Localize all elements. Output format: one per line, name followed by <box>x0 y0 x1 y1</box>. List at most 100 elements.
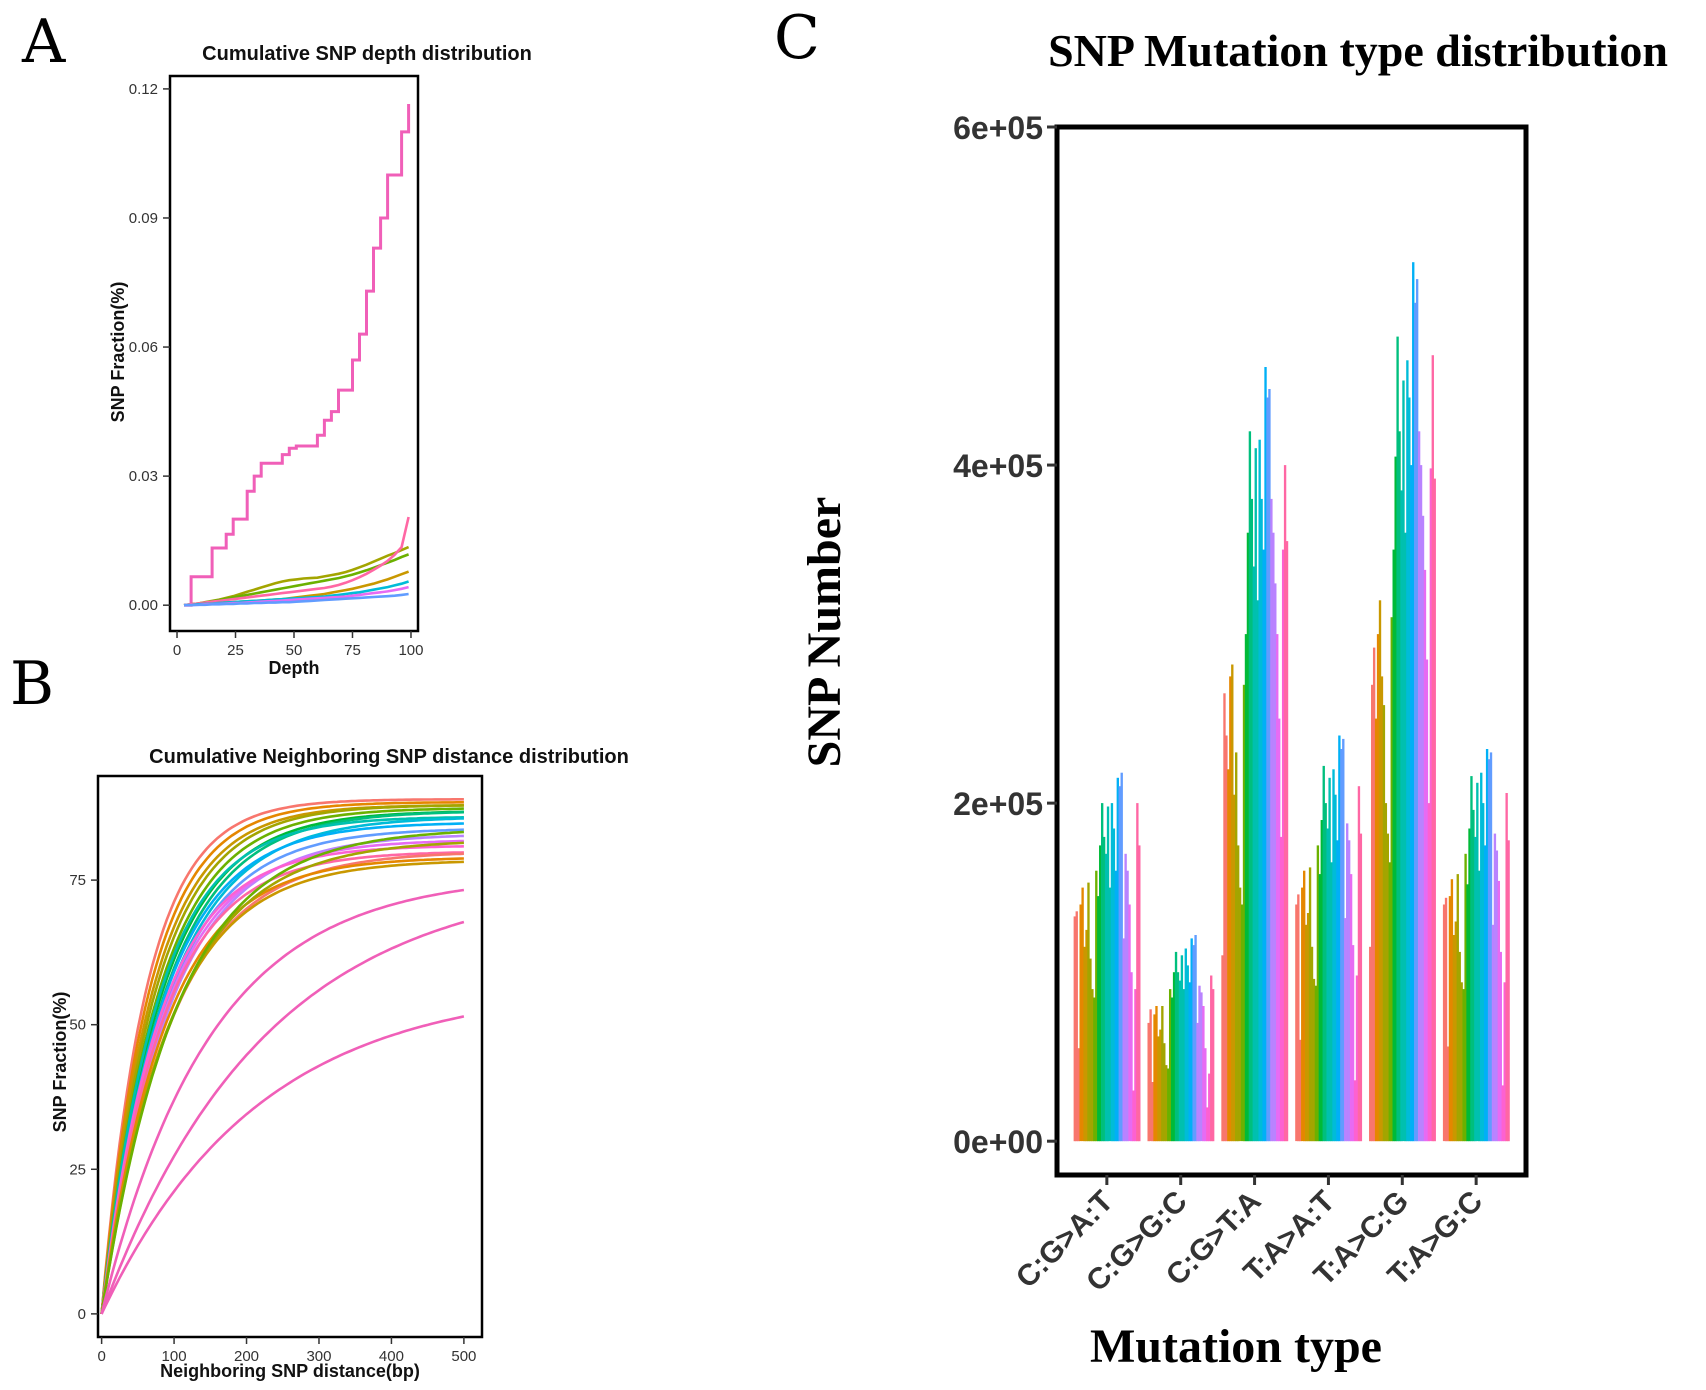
chart-c-bars <box>1073 262 1510 1142</box>
chart-c-bar <box>1388 862 1391 1142</box>
chart-c-bar <box>1091 989 1094 1142</box>
chart-c-bar <box>1295 904 1298 1142</box>
chart-b-ytick-label: 25 <box>69 1161 86 1178</box>
chart-c-bar <box>1134 989 1137 1142</box>
chart-c-bar <box>1314 985 1318 1142</box>
chart-b-plot-frame <box>96 774 484 1339</box>
chart-a-xtick-label: 75 <box>344 642 361 659</box>
chart-c-bar <box>1412 262 1415 1142</box>
chart-c-bar <box>1206 1107 1209 1142</box>
chart-b-xtick-label: 0 <box>97 1348 105 1365</box>
chart-c-bar <box>1334 794 1337 1142</box>
chart-c-bar <box>1120 772 1123 1142</box>
chart-c-bar <box>1211 989 1215 1142</box>
chart-c-bar <box>1497 880 1501 1142</box>
chart-a-ytick-label: 0.12 <box>129 81 158 98</box>
chart-c-bar <box>1380 676 1384 1142</box>
chart-c-bar <box>1278 718 1281 1142</box>
chart-b-line-sample19 <box>100 841 464 1315</box>
chart-c-bar <box>1276 634 1279 1142</box>
chart-c-bar <box>1174 951 1178 1142</box>
chart-c-bar <box>1085 929 1088 1142</box>
panel-letter-a: A <box>21 7 66 77</box>
chart-b-line-sample22 <box>100 920 465 1315</box>
chart-c-bar <box>1328 777 1331 1142</box>
chart-c-bar <box>1454 921 1457 1142</box>
chart-c-bar <box>1324 803 1327 1142</box>
chart-b-y-axis: 0 25 50 75 <box>69 872 98 1323</box>
chart-a-line-sample8 <box>184 592 409 607</box>
chart-c-bar <box>1252 566 1255 1142</box>
chart-c-bar <box>1462 989 1465 1142</box>
chart-c-bar <box>1417 431 1421 1142</box>
chart-a-line-sample4 <box>183 516 410 607</box>
chart-c-bar <box>1450 879 1454 1142</box>
chart-b-line-sample05 <box>100 807 464 1315</box>
chart-c-bar <box>1095 870 1098 1142</box>
chart-c-bar <box>1466 884 1469 1142</box>
chart-c-bar <box>1452 935 1456 1142</box>
chart-a-xtick-label: 25 <box>227 642 244 659</box>
chart-b-line-sample21 <box>100 888 465 1315</box>
chart-a-ytick-label: 0.09 <box>129 210 158 227</box>
chart-c-bar <box>1124 853 1127 1142</box>
chart-c-bar <box>1097 896 1100 1142</box>
chart-c-bar <box>1408 397 1411 1142</box>
chart-a-y-axis: 0.00 0.03 0.06 0.09 0.12 <box>129 81 170 614</box>
chart-c-bar <box>1433 478 1436 1142</box>
chart-c-bar <box>1153 1014 1156 1142</box>
chart-c-bar <box>1108 887 1112 1142</box>
chart-c-bar <box>1310 946 1314 1142</box>
chart-c-bar <box>1476 782 1479 1142</box>
chart-b-xtick-label: 300 <box>306 1348 331 1365</box>
neighbor-distance-chart: Cumulative Neighboring SNP distance dist… <box>50 746 629 1381</box>
chart-c-bar <box>1507 840 1510 1142</box>
chart-c-bar <box>1151 1082 1154 1142</box>
chart-b-line-sample04 <box>100 804 464 1315</box>
chart-c-bar <box>1470 776 1473 1142</box>
chart-c-bar <box>1227 769 1230 1142</box>
chart-b-line-sample14 <box>100 845 464 1315</box>
chart-c-bar <box>1163 1043 1166 1142</box>
chart-b-line-sample17 <box>100 857 464 1315</box>
chart-a-x-axis: 0 25 50 75 100 <box>173 631 423 659</box>
chart-c-bar <box>1248 431 1252 1142</box>
chart-c-bar <box>1468 828 1471 1142</box>
chart-c-bar <box>1188 982 1191 1142</box>
chart-b-xtick-label: 100 <box>162 1348 187 1365</box>
chart-c-bar <box>1330 862 1333 1142</box>
chart-c-bar <box>1089 958 1092 1142</box>
chart-c-bar <box>1415 279 1419 1142</box>
chart-c-ytick-label: 4e+05 <box>953 448 1043 484</box>
chart-b-line-sample15 <box>100 851 464 1315</box>
chart-c-bar <box>1182 989 1186 1142</box>
chart-c-bar <box>1351 945 1355 1142</box>
chart-c-bar <box>1093 997 1096 1142</box>
chart-c-bar <box>1149 1009 1152 1142</box>
chart-c-bar <box>1266 397 1269 1142</box>
chart-c-bar <box>1250 498 1254 1142</box>
chart-c-bar <box>1442 904 1446 1142</box>
chart-c-bar <box>1184 948 1187 1142</box>
chart-c-bar <box>1268 389 1271 1142</box>
chart-b-xtick-label: 400 <box>379 1348 404 1365</box>
chart-b-line-sample02 <box>100 801 464 1315</box>
chart-c-bar <box>1374 718 1378 1142</box>
chart-c-bar <box>1200 992 1203 1142</box>
chart-b-line-sample23 <box>100 1015 465 1315</box>
chart-c-bar <box>1235 752 1238 1142</box>
chart-c-bar <box>1382 705 1386 1142</box>
chart-c-bar <box>1176 972 1180 1142</box>
chart-c-bar <box>1073 916 1076 1142</box>
panel-letter-c: C <box>774 3 820 73</box>
chart-c-bar <box>1210 975 1213 1142</box>
chart-c-bar <box>1299 1039 1302 1142</box>
chart-c-bar <box>1482 803 1485 1142</box>
chart-c-bar <box>1262 549 1265 1142</box>
chart-c-bar <box>1202 1006 1205 1142</box>
chart-c-bar <box>1491 924 1495 1142</box>
chart-c-bar <box>1258 439 1261 1142</box>
chart-c-bar <box>1208 1073 1211 1142</box>
chart-c-bar <box>1297 894 1300 1142</box>
chart-c-plot-frame <box>1054 124 1529 1178</box>
